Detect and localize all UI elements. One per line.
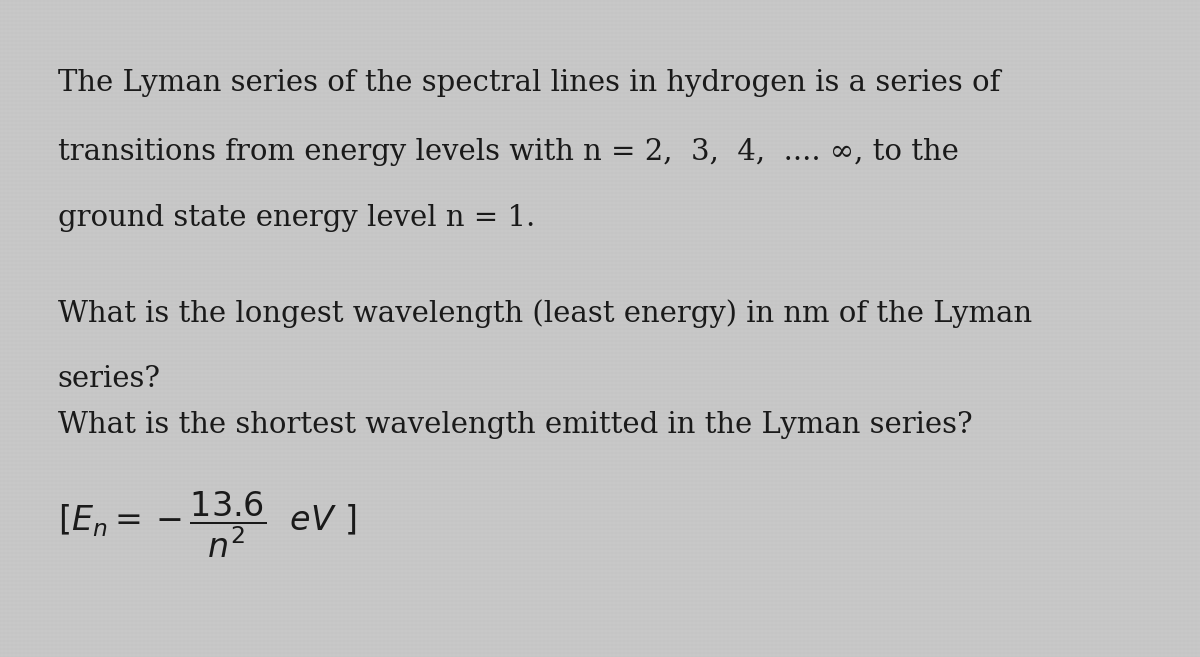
Text: What is the shortest wavelength emitted in the Lyman series?: What is the shortest wavelength emitted … (58, 411, 972, 439)
Text: The Lyman series of the spectral lines in hydrogen is a series of: The Lyman series of the spectral lines i… (58, 69, 1000, 97)
Text: series?: series? (58, 365, 161, 393)
Text: transitions from energy levels with n = 2,  3,  4,  .... ∞, to the: transitions from energy levels with n = … (58, 138, 959, 166)
Text: What is the longest wavelength (least energy) in nm of the Lyman: What is the longest wavelength (least en… (58, 299, 1032, 328)
Text: ground state energy level n = 1.: ground state energy level n = 1. (58, 204, 535, 232)
Text: $[E_n = -\dfrac{13.6}{n^2}\ \ eV\ ]$: $[E_n = -\dfrac{13.6}{n^2}\ \ eV\ ]$ (58, 489, 356, 560)
